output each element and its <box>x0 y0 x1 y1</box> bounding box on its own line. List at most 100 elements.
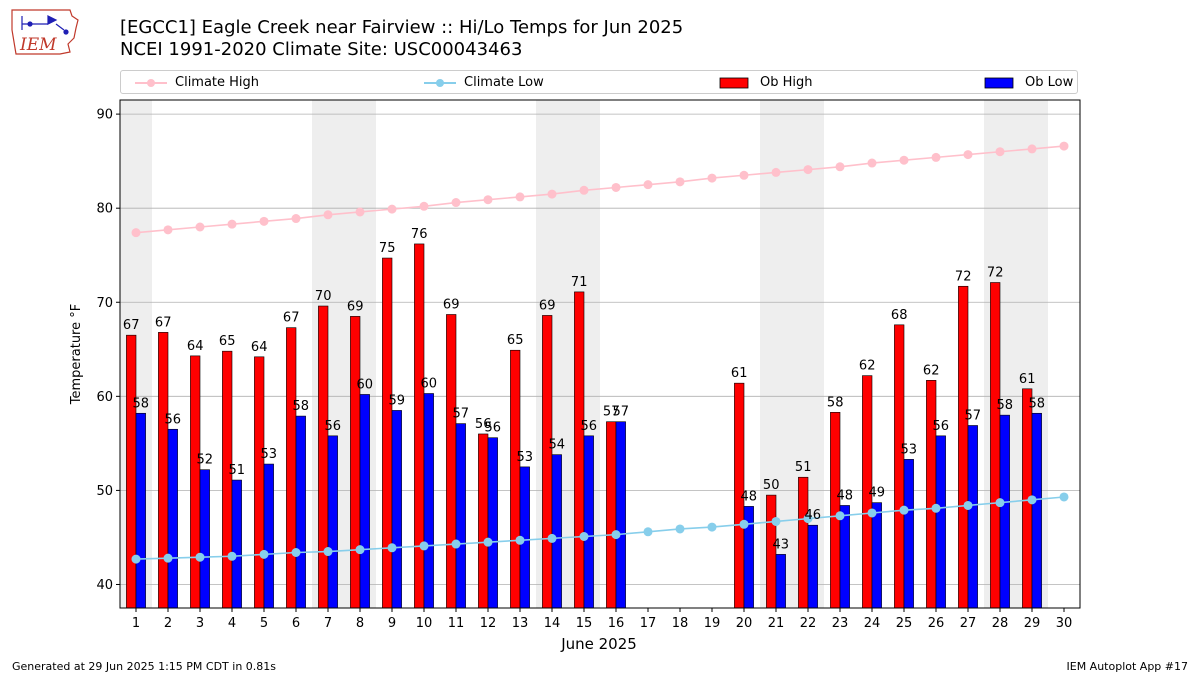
x-tick-label: 6 <box>292 616 300 631</box>
ob-high-label: 65 <box>507 333 524 348</box>
x-tick-label: 5 <box>260 616 268 631</box>
y-tick-label: 70 <box>96 296 113 311</box>
climate-low-point <box>643 527 653 537</box>
climate-low-point <box>323 547 333 557</box>
ob-high-label: 69 <box>443 297 460 312</box>
ob-high-bar <box>126 334 137 609</box>
climate-high-point <box>195 222 205 232</box>
x-tick-label: 4 <box>228 616 236 631</box>
ob-high-bar <box>542 315 553 609</box>
y-tick-label: 50 <box>96 484 113 499</box>
climate-high-point <box>483 195 493 205</box>
climate-high-point <box>995 147 1005 157</box>
logo-text: IEM <box>19 35 57 55</box>
ob-low-label: 57 <box>965 408 982 423</box>
x-tick-label: 1 <box>132 616 140 631</box>
ob-low-label: 43 <box>773 537 790 552</box>
ob-high-label: 61 <box>731 366 748 381</box>
ob-low-label: 58 <box>293 399 310 414</box>
climate-high-point <box>739 170 749 180</box>
y-tick-label: 40 <box>96 578 113 593</box>
ob-high-bar <box>990 282 1001 609</box>
ob-low-bar <box>487 437 498 609</box>
ob-high-bar <box>894 324 905 609</box>
ob-high-label: 70 <box>315 289 332 304</box>
ob-low-bar <box>359 394 370 609</box>
climate-low-point <box>355 545 365 555</box>
climate-high-point <box>771 167 781 177</box>
climate-high-point <box>451 198 461 208</box>
x-axis-label: June 2025 <box>560 635 637 653</box>
climate-high-point <box>291 214 301 224</box>
ob-high-bar <box>254 356 265 609</box>
x-tick-label: 24 <box>864 616 881 631</box>
ob-low-bar <box>871 502 882 609</box>
ob-low-label: 60 <box>357 377 374 392</box>
ob-high-label: 76 <box>411 227 428 242</box>
ob-high-label: 65 <box>219 334 236 349</box>
ob-low-label: 48 <box>837 488 854 503</box>
ob-high-bar <box>158 332 169 609</box>
x-tick-label: 9 <box>388 616 396 631</box>
footer-app: IEM Autoplot App #17 <box>1066 660 1189 673</box>
x-tick-label: 18 <box>672 616 689 631</box>
ob-high-bar <box>510 349 521 609</box>
climate-high-point <box>387 204 397 214</box>
ob-low-label: 52 <box>197 453 214 468</box>
climate-low-point <box>483 537 493 547</box>
ob-low-label: 46 <box>805 508 822 523</box>
climate-high-point <box>131 228 141 238</box>
x-tick-label: 26 <box>928 616 945 631</box>
ob-low-bar <box>839 505 850 609</box>
climate-high-point <box>707 173 717 183</box>
climate-high-line <box>135 145 1065 234</box>
ob-high-bar <box>414 243 425 609</box>
climate-low-point <box>771 516 781 526</box>
footer-generated: Generated at 29 Jun 2025 1:15 PM CDT in … <box>12 660 277 673</box>
ob-high-bar <box>798 476 809 609</box>
climate-low-point <box>259 549 269 559</box>
ob-low-label: 57 <box>613 405 630 420</box>
y-axis-label: Temperature °F <box>69 304 84 405</box>
climate-low-point <box>195 552 205 562</box>
climate-low-point <box>515 535 525 545</box>
ob-high-label: 68 <box>891 308 908 323</box>
climate-low-point <box>675 524 685 534</box>
ob-low-label: 54 <box>549 438 566 453</box>
ob-high-bar <box>478 433 489 609</box>
climate-low-point <box>963 500 973 510</box>
climate-high-point <box>259 216 269 226</box>
x-tick-label: 25 <box>896 616 913 631</box>
climate-high-point <box>899 155 909 165</box>
ob-low-bar <box>231 479 242 609</box>
chart-subtitle: NCEI 1991-2020 Climate Site: USC00043463 <box>120 39 523 60</box>
ob-high-bar <box>446 314 457 609</box>
x-tick-label: 13 <box>512 616 529 631</box>
x-tick-label: 27 <box>960 616 977 631</box>
ob-low-label: 60 <box>421 377 438 392</box>
x-tick-label: 8 <box>356 616 364 631</box>
ob-low-bar <box>967 425 978 609</box>
ob-low-label: 56 <box>933 419 950 434</box>
y-tick-label: 80 <box>96 202 113 217</box>
climate-low-point <box>291 547 301 557</box>
climate-low-point <box>163 553 173 563</box>
ob-high-label: 56 <box>475 417 492 432</box>
x-tick-label: 7 <box>324 616 332 631</box>
ob-high-label: 64 <box>187 339 204 354</box>
x-tick-label: 15 <box>576 616 593 631</box>
ob-low-label: 58 <box>997 398 1014 413</box>
x-tick-label: 21 <box>768 616 785 631</box>
climate-low-point <box>547 533 557 543</box>
x-tick-label: 3 <box>196 616 204 631</box>
ob-low-bar <box>135 412 146 609</box>
climate-low-point <box>611 530 621 540</box>
ob-low-label: 51 <box>229 463 246 478</box>
ob-low-label: 49 <box>869 486 886 501</box>
climate-low-point <box>1059 492 1069 502</box>
legend-label: Ob High <box>760 75 813 90</box>
ob-high-label: 69 <box>347 299 364 314</box>
x-tick-label: 12 <box>480 616 497 631</box>
climate-low-line <box>135 496 1065 560</box>
ob-high-label: 69 <box>539 298 556 313</box>
